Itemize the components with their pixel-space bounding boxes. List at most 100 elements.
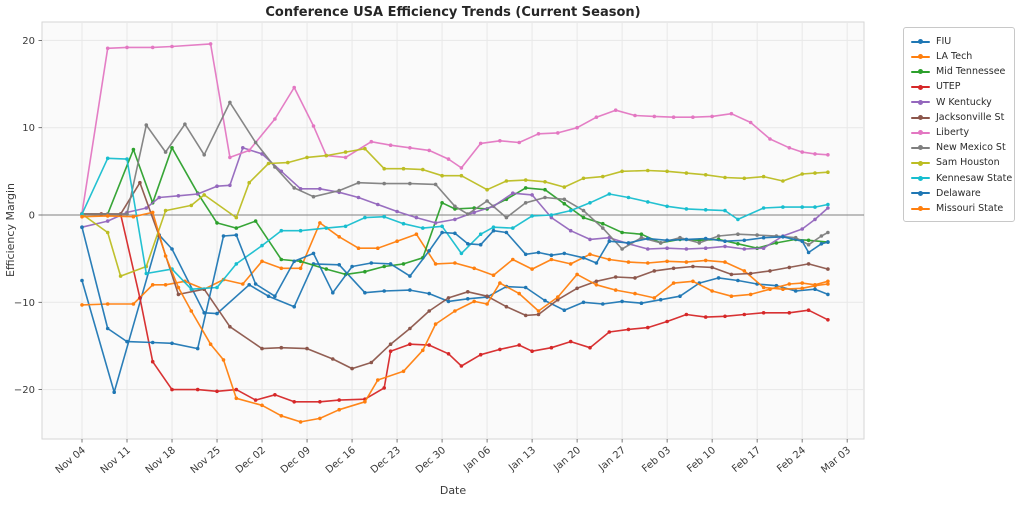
legend-label: FIU	[936, 35, 952, 47]
data-point-marker	[170, 44, 174, 49]
data-point-marker	[228, 155, 232, 160]
data-point-marker	[388, 262, 393, 266]
data-point-marker	[781, 205, 785, 209]
data-point-marker	[671, 281, 676, 285]
data-point-marker	[774, 241, 779, 245]
data-point-marker	[523, 252, 528, 257]
data-point-marker	[652, 269, 657, 273]
data-point-marker	[228, 324, 232, 329]
chart-svg: Nov 04 Nov 11 Nov 18 Nov 25 Dec 02 Dec 09 Dec …	[4, 5, 865, 497]
data-point-marker	[530, 214, 534, 218]
data-point-marker	[189, 287, 194, 292]
x-tick-label: Dec 16	[324, 445, 358, 476]
data-point-marker	[80, 278, 84, 283]
data-point-marker	[826, 202, 830, 207]
data-point-marker	[723, 175, 727, 180]
data-point-marker	[324, 226, 329, 230]
data-point-marker	[131, 214, 136, 219]
data-point-marker	[388, 143, 393, 147]
data-point-marker	[549, 213, 554, 217]
data-point-marker	[208, 342, 213, 347]
data-point-marker	[433, 262, 438, 266]
data-point-marker	[613, 288, 618, 292]
data-point-marker	[253, 140, 258, 145]
data-point-marker	[787, 311, 792, 315]
data-point-marker	[607, 192, 612, 196]
data-point-marker	[401, 369, 406, 374]
data-point-marker	[105, 214, 110, 218]
axis-ticks	[38, 40, 848, 443]
legend-line-marker-icon	[911, 99, 930, 105]
data-point-marker	[388, 342, 393, 347]
data-point-marker	[331, 357, 335, 361]
data-point-marker	[813, 217, 817, 222]
data-point-marker	[382, 289, 387, 293]
data-point-marker	[511, 226, 515, 230]
data-point-marker	[575, 125, 579, 130]
x-tick-label: Feb 10	[685, 445, 718, 475]
data-point-marker	[478, 232, 483, 236]
data-point-marker	[826, 230, 830, 235]
data-point-marker	[337, 263, 342, 267]
legend-label: Sam Houston	[936, 157, 1000, 169]
data-point-marker	[382, 214, 387, 219]
data-point-marker	[806, 238, 811, 243]
data-point-marker	[324, 267, 329, 271]
data-point-marker	[401, 262, 406, 266]
data-point-marker	[646, 168, 650, 173]
data-point-marker	[453, 261, 457, 265]
data-point-marker	[665, 169, 669, 174]
data-point-marker	[568, 228, 573, 233]
data-point-marker	[703, 246, 708, 250]
legend-item-w-kentucky: W Kentucky	[911, 96, 1007, 109]
data-point-marker	[228, 183, 232, 188]
data-point-marker	[665, 259, 669, 264]
data-point-marker	[273, 117, 277, 121]
data-point-marker	[453, 231, 457, 236]
data-point-marker	[646, 236, 650, 241]
data-point-marker	[806, 308, 811, 313]
data-point-marker	[607, 330, 612, 334]
data-point-marker	[710, 265, 714, 270]
data-point-marker	[292, 304, 297, 309]
data-point-marker	[292, 85, 297, 90]
data-point-marker	[414, 215, 419, 220]
data-point-marker	[112, 390, 116, 395]
data-point-marker	[440, 224, 444, 229]
data-point-marker	[498, 281, 502, 285]
data-point-marker	[800, 150, 804, 154]
data-point-marker	[826, 318, 830, 322]
data-point-marker	[163, 150, 168, 154]
data-point-marker	[703, 173, 708, 177]
data-point-marker	[298, 259, 303, 264]
data-point-marker	[742, 269, 747, 273]
data-point-marker	[536, 309, 541, 313]
data-point-marker	[601, 302, 605, 306]
legend-item-fiu: FIU	[911, 35, 1007, 48]
data-point-marker	[253, 219, 258, 223]
data-point-marker	[478, 141, 483, 146]
data-point-marker	[639, 301, 644, 306]
data-point-marker	[369, 360, 374, 365]
data-point-marker	[318, 400, 322, 404]
data-point-marker	[311, 194, 316, 199]
data-point-marker	[138, 180, 142, 185]
data-point-marker	[601, 226, 605, 230]
legend-item-new-mexico-st: New Mexico St	[911, 141, 1007, 154]
data-point-marker	[318, 187, 322, 191]
data-point-marker	[736, 232, 740, 236]
data-point-marker	[260, 403, 264, 408]
series-kennesaw-state	[80, 156, 830, 292]
data-point-marker	[575, 286, 579, 291]
data-point-marker	[273, 393, 277, 397]
data-point-marker	[80, 225, 84, 229]
data-point-marker	[311, 124, 316, 128]
data-point-marker	[491, 228, 496, 233]
data-point-marker	[523, 201, 528, 205]
data-point-marker	[523, 186, 528, 190]
data-point-marker	[382, 166, 387, 171]
data-point-marker	[819, 242, 824, 246]
data-point-marker	[826, 267, 830, 271]
data-point-marker	[331, 290, 335, 295]
data-point-marker	[691, 264, 695, 269]
